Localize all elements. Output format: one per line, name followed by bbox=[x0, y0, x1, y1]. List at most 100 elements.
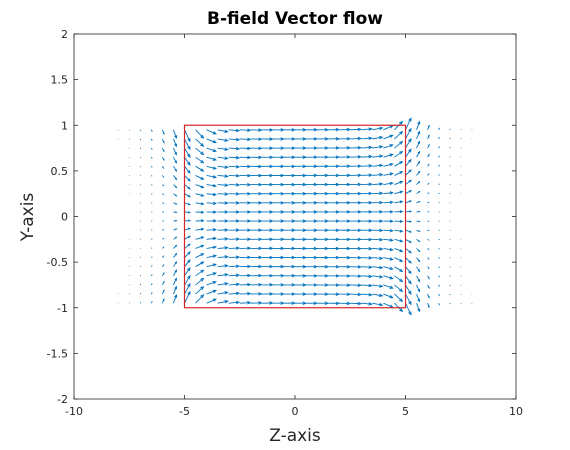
field-arrow bbox=[217, 165, 229, 169]
field-arrow bbox=[150, 283, 153, 286]
field-arrow bbox=[383, 284, 394, 289]
field-arrow bbox=[361, 145, 373, 150]
field-arrow bbox=[217, 129, 229, 133]
field-arrow bbox=[283, 191, 296, 196]
field-arrow bbox=[416, 293, 421, 303]
solenoid-outline bbox=[183, 124, 407, 309]
field-arrow bbox=[438, 174, 440, 176]
field-arrow bbox=[161, 129, 165, 135]
field-arrow bbox=[261, 237, 274, 242]
field-arrow bbox=[328, 283, 340, 287]
field-arrow bbox=[184, 274, 191, 286]
y-axis-ticks: -2 -1.5 -1 -0.5 0 0.5 1 1.5 2 bbox=[47, 28, 516, 406]
field-arrow bbox=[328, 191, 340, 196]
field-arrow bbox=[239, 264, 252, 269]
field-arrow bbox=[306, 228, 318, 232]
field-arrow bbox=[449, 293, 451, 296]
y-tick-label: -0.5 bbox=[47, 256, 68, 269]
field-arrow bbox=[261, 137, 274, 141]
field-arrow bbox=[195, 165, 205, 172]
field-arrow bbox=[173, 166, 178, 172]
field-arrow bbox=[250, 292, 263, 296]
field-arrow bbox=[195, 129, 205, 139]
field-arrow bbox=[184, 138, 191, 151]
field-arrow bbox=[283, 228, 296, 232]
field-arrow bbox=[272, 301, 285, 305]
field-arrow bbox=[272, 228, 285, 232]
field-arrow bbox=[184, 267, 191, 277]
field-arrow bbox=[283, 219, 296, 223]
field-arrow bbox=[173, 219, 178, 222]
field-arrow bbox=[228, 291, 241, 296]
field-arrow bbox=[173, 244, 178, 249]
field-arrow bbox=[283, 210, 296, 214]
field-arrow bbox=[173, 129, 178, 140]
field-arrow bbox=[283, 164, 296, 169]
field-arrow bbox=[383, 266, 394, 271]
field-arrow bbox=[150, 156, 153, 159]
field-arrow bbox=[350, 301, 362, 306]
field-arrow bbox=[383, 172, 394, 176]
field-arrow bbox=[261, 246, 274, 251]
field-arrow bbox=[394, 248, 404, 253]
field-arrow bbox=[283, 301, 296, 305]
field-arrow bbox=[328, 219, 340, 223]
field-arrow bbox=[239, 173, 252, 178]
field-arrow bbox=[261, 255, 274, 260]
field-arrow bbox=[383, 228, 394, 233]
field-arrow bbox=[295, 173, 307, 178]
field-arrow bbox=[283, 246, 296, 251]
field-arrow bbox=[228, 300, 241, 305]
field-arrow bbox=[239, 164, 252, 169]
field-arrow bbox=[372, 145, 384, 149]
field-arrow bbox=[328, 265, 340, 269]
field-arrow bbox=[139, 283, 142, 286]
field-arrow bbox=[206, 201, 218, 205]
field-arrow bbox=[261, 228, 274, 232]
field-arrow bbox=[372, 154, 384, 158]
field-arrow bbox=[261, 182, 274, 187]
field-arrow bbox=[228, 128, 241, 133]
field-arrow bbox=[383, 153, 394, 158]
field-arrow bbox=[394, 275, 404, 283]
field-arrow bbox=[416, 238, 421, 243]
field-arrow bbox=[306, 283, 318, 287]
field-arrow bbox=[339, 265, 351, 269]
field-arrow bbox=[372, 293, 384, 298]
field-arrow bbox=[449, 275, 451, 277]
field-arrow bbox=[283, 283, 296, 287]
field-arrow bbox=[184, 227, 192, 231]
field-arrow bbox=[317, 274, 329, 278]
field-arrow bbox=[139, 147, 142, 150]
field-arrow bbox=[184, 202, 192, 206]
field-arrow bbox=[394, 130, 404, 140]
field-arrow bbox=[449, 137, 451, 140]
field-arrow bbox=[295, 210, 307, 214]
vector-field bbox=[117, 117, 473, 316]
field-arrow bbox=[361, 246, 373, 251]
field-arrow bbox=[317, 201, 329, 205]
field-arrow bbox=[394, 180, 404, 185]
field-arrow bbox=[250, 246, 263, 251]
field-arrow bbox=[416, 150, 421, 158]
field-arrow bbox=[361, 191, 373, 196]
field-arrow bbox=[139, 138, 142, 141]
field-arrow bbox=[184, 259, 191, 267]
field-arrow bbox=[150, 166, 153, 168]
field-arrow bbox=[339, 191, 351, 196]
field-arrow bbox=[161, 147, 165, 153]
field-arrow bbox=[372, 247, 384, 251]
field-arrow bbox=[405, 238, 412, 243]
field-arrow bbox=[272, 173, 285, 178]
field-arrow bbox=[405, 284, 412, 295]
field-arrow bbox=[206, 183, 218, 188]
field-arrow bbox=[239, 146, 252, 151]
field-arrow bbox=[151, 238, 153, 240]
field-arrow bbox=[427, 238, 430, 241]
field-arrow bbox=[184, 290, 191, 304]
field-arrow bbox=[150, 301, 153, 304]
field-arrow bbox=[184, 147, 191, 159]
field-arrow bbox=[372, 228, 384, 233]
field-arrow bbox=[350, 283, 362, 288]
field-arrow bbox=[416, 120, 421, 130]
